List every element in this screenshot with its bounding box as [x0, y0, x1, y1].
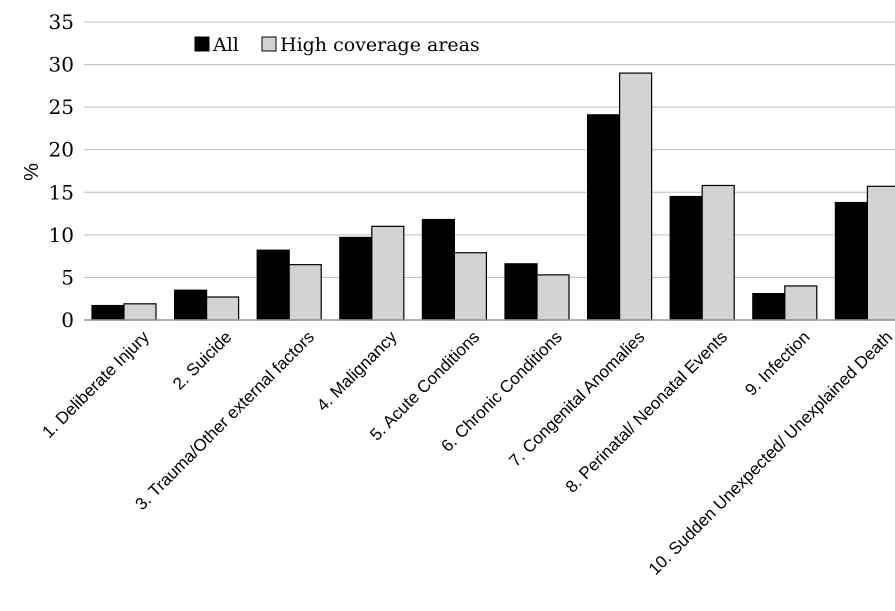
- y-tick-label: 5: [61, 265, 74, 289]
- x-category-label: 9. Infection: [741, 327, 813, 399]
- bar-all: [256, 249, 290, 321]
- x-category-label: 2. Suicide: [169, 327, 235, 393]
- legend-label-high-coverage: High coverage areas: [280, 34, 480, 56]
- y-tick-label: 25: [49, 95, 74, 119]
- bars: [91, 72, 895, 321]
- gridlines: [84, 21, 895, 278]
- x-category-label: 1. Deliberate Injury: [38, 327, 153, 442]
- y-axis-title: %: [21, 163, 43, 181]
- bar-all: [586, 114, 621, 321]
- bar-all: [834, 201, 869, 321]
- bar-high-coverage: [288, 264, 322, 321]
- y-tick-label: 30: [49, 53, 74, 77]
- legend-swatch-all: [194, 36, 210, 52]
- bar-all: [504, 263, 538, 321]
- bar-high-coverage: [536, 274, 570, 321]
- bar-high-coverage: [784, 285, 818, 321]
- legend-label-all: All: [212, 34, 239, 56]
- bar-all: [421, 218, 455, 321]
- bar-high-coverage: [371, 225, 405, 321]
- legend: All High coverage areas: [194, 34, 480, 56]
- bar-all: [91, 304, 125, 321]
- y-tick-label: 35: [49, 10, 74, 34]
- x-category-label: 8. Perinatal/ Neonatal Events: [562, 327, 731, 496]
- bar-high-coverage: [618, 72, 653, 321]
- bar-all: [339, 236, 373, 321]
- bar-high-coverage: [701, 184, 735, 321]
- bar-all: [669, 195, 703, 321]
- bar-high-coverage: [453, 252, 487, 321]
- bar-high-coverage: [206, 296, 240, 321]
- x-category-label: 7. Congenital Anomalies: [505, 327, 648, 470]
- bar-all: [752, 293, 786, 321]
- bar-high-coverage: [123, 303, 157, 321]
- y-axis-ticks: 0 5 10 15 20 25 30 35: [49, 10, 74, 332]
- y-tick-label: 10: [49, 223, 74, 247]
- y-tick-label: 20: [49, 138, 74, 162]
- x-category-label: 3. Trauma/Other external factors: [132, 327, 318, 513]
- x-category-label: 4. Malignancy: [313, 327, 401, 415]
- y-tick-label: 15: [49, 180, 74, 204]
- bar-high-coverage: [866, 185, 895, 321]
- y-tick-label: 0: [61, 308, 74, 332]
- legend-swatch-high-coverage: [261, 36, 277, 52]
- bar-all: [174, 289, 208, 321]
